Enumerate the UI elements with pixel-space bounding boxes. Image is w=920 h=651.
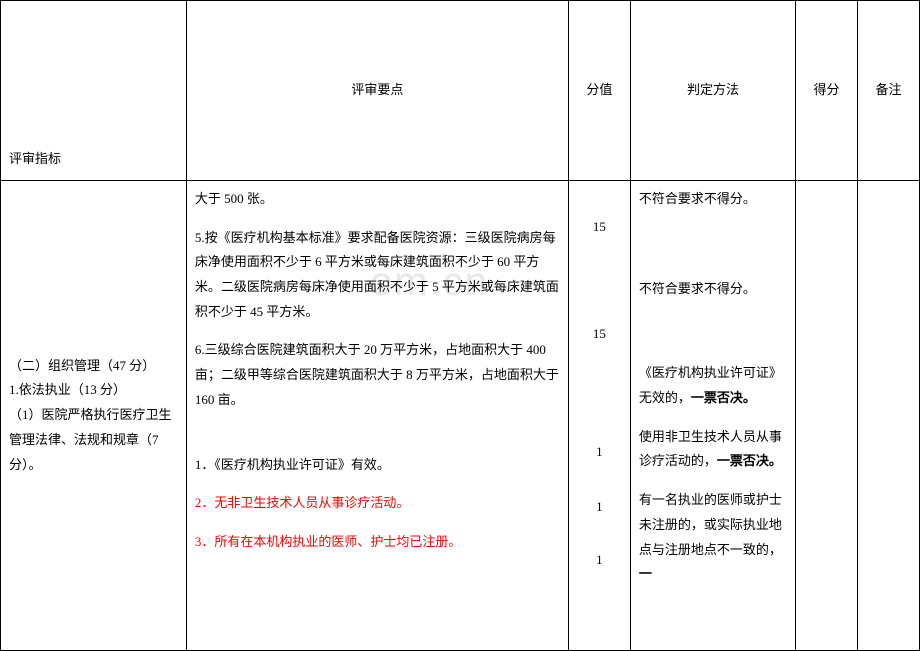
review-table: 评审指标 评审要点 分值 判定方法 得分 备注 （二）组织管理（47 分） 1.… bbox=[0, 0, 920, 651]
header-keypoints: 评审要点 bbox=[186, 1, 568, 181]
method-item: 《医疗机构执业许可证》无效的，一票否决。 bbox=[639, 361, 787, 410]
method-bold: 一 bbox=[639, 566, 652, 581]
indicator-cell: （二）组织管理（47 分） 1.依法执业（13 分） （1）医院严格执行医疗卫生… bbox=[1, 181, 187, 651]
score-value: 15 bbox=[577, 215, 622, 240]
method-item: 使用非卫生技术人员从事诊疗活动的，一票否决。 bbox=[639, 425, 787, 474]
method-item: 有一名执业的医师或护士未注册的，或实际执业地点与注册地点不一致的， 一 bbox=[639, 488, 787, 587]
keypoint-item-red: 3．所有在本机构执业的医师、护士均已注册。 bbox=[195, 530, 560, 555]
remark-cell bbox=[858, 181, 920, 651]
method-bold: 一票否决。 bbox=[691, 390, 756, 405]
method-text: 有一名执业的医师或护士未注册的，或实际执业地点与注册地点不一致的， bbox=[639, 492, 782, 556]
method-item: 不符合要求不得分。 bbox=[639, 187, 787, 212]
keypoint-item-red: 2．无非卫生技术人员从事诊疗活动。 bbox=[195, 491, 560, 516]
score-value: 1 bbox=[577, 495, 622, 520]
method-item: 不符合要求不得分。 bbox=[639, 277, 787, 302]
method-bold: 一票否决。 bbox=[717, 453, 782, 468]
header-method: 判定方法 bbox=[630, 1, 795, 181]
score-value: 1 bbox=[577, 440, 622, 465]
score-value: 15 bbox=[577, 322, 622, 347]
score-cell: 15 15 1 1 1 bbox=[568, 181, 630, 651]
keypoint-item: 1．《医疗机构执业许可证》有效。 bbox=[195, 453, 560, 478]
header-indicator: 评审指标 bbox=[1, 1, 187, 181]
keypoint-item: 6.三级综合医院建筑面积大于 20 万平方米，占地面积大于 400 亩；二级甲等… bbox=[195, 338, 560, 412]
indicator-line: （1）医院严格执行医疗卫生管理法律、法规和规章（7 分）。 bbox=[9, 403, 178, 477]
keypoint-item: 大于 500 张。 bbox=[195, 187, 560, 212]
got-cell bbox=[796, 181, 858, 651]
keypoints-cell: 大于 500 张。 5.按《医疗机构基本标准》要求配备医院资源：三级医院病房每床… bbox=[186, 181, 568, 651]
keypoint-item: 5.按《医疗机构基本标准》要求配备医院资源：三级医院病房每床净使用面积不少于 6… bbox=[195, 226, 560, 325]
table-body-row: （二）组织管理（47 分） 1.依法执业（13 分） （1）医院严格执行医疗卫生… bbox=[1, 181, 920, 651]
header-score: 分值 bbox=[568, 1, 630, 181]
indicator-line: （二）组织管理（47 分） bbox=[9, 354, 178, 379]
score-value: 1 bbox=[577, 548, 622, 573]
header-got: 得分 bbox=[796, 1, 858, 181]
method-cell: 不符合要求不得分。 不符合要求不得分。 《医疗机构执业许可证》无效的，一票否决。… bbox=[630, 181, 795, 651]
header-remark: 备注 bbox=[858, 1, 920, 181]
header-indicator-label: 评审指标 bbox=[9, 147, 61, 172]
indicator-line: 1.依法执业（13 分） bbox=[9, 378, 178, 403]
table-header-row: 评审指标 评审要点 分值 判定方法 得分 备注 bbox=[1, 1, 920, 181]
